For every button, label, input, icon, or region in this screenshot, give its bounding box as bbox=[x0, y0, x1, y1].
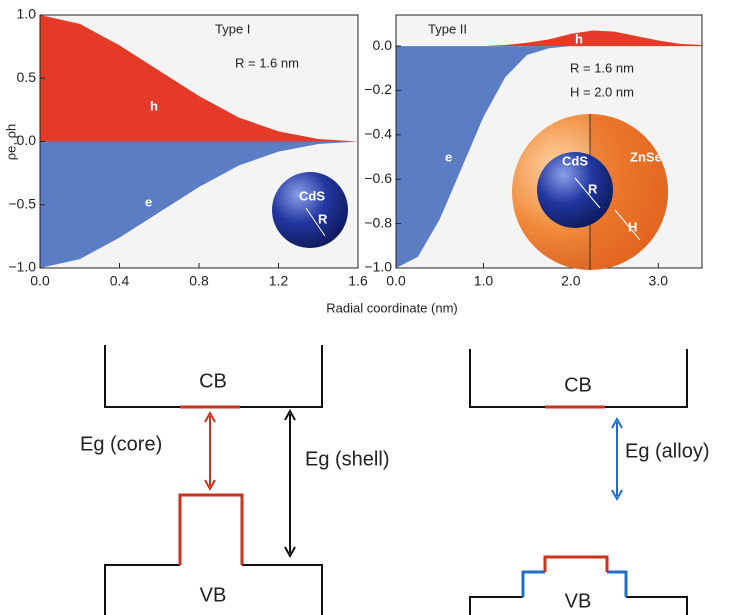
cb-label: CB bbox=[199, 370, 227, 392]
x-tick-label: 0.0 bbox=[30, 273, 50, 289]
core-label: CdS bbox=[562, 153, 588, 168]
x-tick-label: 2.0 bbox=[561, 273, 581, 289]
series-label: h bbox=[150, 98, 158, 113]
gap-label: Eg (alloy) bbox=[625, 440, 709, 462]
y-tick-label: 1.0 bbox=[17, 6, 37, 22]
radius-label: R bbox=[318, 211, 328, 226]
gap-label: Eg (shell) bbox=[305, 448, 389, 470]
x-tick-label: 1.2 bbox=[269, 273, 289, 289]
core-sphere bbox=[272, 172, 348, 248]
y-tick-label: 0.5 bbox=[17, 69, 37, 85]
radius-label: R bbox=[588, 181, 598, 196]
y-tick-label: −0.2 bbox=[364, 81, 392, 97]
core-label: CdS bbox=[299, 188, 325, 203]
cb-label: CB bbox=[564, 374, 592, 396]
series-label: e bbox=[445, 149, 452, 164]
x-tick-label: 1.6 bbox=[348, 273, 368, 289]
x-tick-label: 0.4 bbox=[110, 273, 130, 289]
y-tick-label: −1.0 bbox=[8, 259, 36, 275]
y-tick-label: −1.0 bbox=[364, 259, 392, 275]
figure: 0.00.40.81.21.6−1.0−0.50.00.51.00.01.02.… bbox=[0, 0, 753, 615]
y-tick-label: −0.4 bbox=[364, 126, 392, 142]
shell-thickness-label: H bbox=[628, 219, 637, 234]
annotation: R = 1.6 nm bbox=[235, 55, 299, 70]
x-tick-label: 3.0 bbox=[649, 273, 669, 289]
vb-label: VB bbox=[565, 590, 592, 612]
annotation: R = 1.6 nm bbox=[570, 60, 634, 75]
shell-label: ZnSe bbox=[630, 149, 662, 164]
x-axis-label: Radial coordinate (nm) bbox=[326, 300, 458, 315]
x-tick-label: 1.0 bbox=[474, 273, 494, 289]
gap-label: Eg (core) bbox=[80, 433, 162, 455]
y-tick-label: 0.0 bbox=[17, 132, 37, 148]
plot-title: Type II bbox=[428, 21, 467, 36]
x-tick-label: 0.0 bbox=[386, 273, 406, 289]
plot-title: Type I bbox=[215, 21, 250, 36]
vb-label: VB bbox=[200, 584, 227, 606]
y-tick-label: 0.0 bbox=[373, 37, 393, 53]
y-tick-label: −0.5 bbox=[8, 195, 36, 211]
x-tick-label: 0.8 bbox=[189, 273, 209, 289]
y-axis-label: ρe, ρh bbox=[3, 124, 18, 160]
series-label: h bbox=[575, 31, 583, 46]
y-tick-label: −0.6 bbox=[364, 170, 392, 186]
annotation: H = 2.0 nm bbox=[570, 84, 634, 99]
y-tick-label: −0.8 bbox=[364, 214, 392, 230]
series-label: e bbox=[145, 194, 152, 209]
